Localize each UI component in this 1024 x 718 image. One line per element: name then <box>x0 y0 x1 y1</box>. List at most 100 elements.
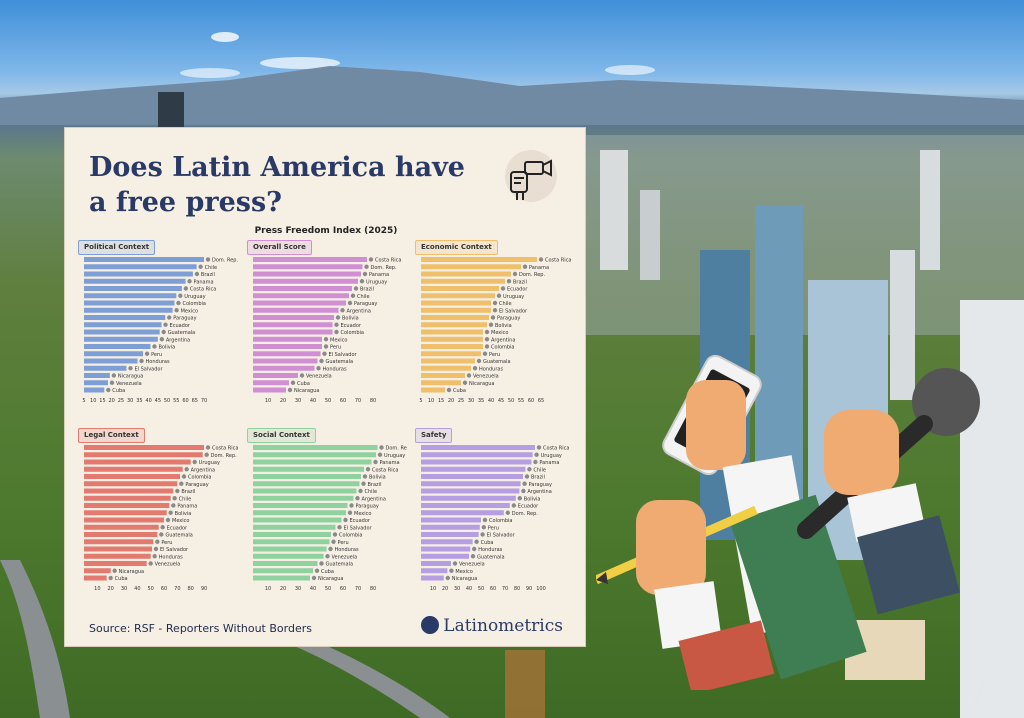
bar <box>421 373 465 378</box>
country-flag-icon <box>111 373 117 378</box>
bar <box>421 524 480 530</box>
x-tick-label: 25 <box>118 398 124 404</box>
bar <box>421 336 483 342</box>
bar-label: Argentina <box>347 308 371 314</box>
country-flag-icon <box>106 387 111 393</box>
bar-label: Chile <box>205 265 218 271</box>
country-flag-icon <box>492 308 498 313</box>
country-flag-icon <box>524 474 530 479</box>
bar <box>84 561 147 566</box>
x-tick-label: 40 <box>310 398 316 404</box>
bar-label: Peru <box>489 352 500 358</box>
x-tick-label: 60 <box>340 398 346 404</box>
chart-legal-context: Costa Rica Dom. Rep. Uruguay Argentina Colom… <box>78 428 238 604</box>
x-tick-label: 30 <box>454 586 460 592</box>
bar-label: Colombia <box>188 475 212 481</box>
x-tick-label: 10 <box>90 398 96 404</box>
bar-label: El Salvador <box>344 525 373 531</box>
bar-label: Brazil <box>201 272 215 278</box>
country-flag-icon <box>480 532 485 537</box>
bar-label: Dom. Rep. <box>386 446 408 452</box>
bar <box>421 452 533 458</box>
x-tick-label: 60 <box>490 586 496 592</box>
bar <box>421 278 505 284</box>
bar-label: Brazil <box>360 287 374 293</box>
country-flag-icon <box>340 308 345 313</box>
country-flag-icon <box>466 373 472 378</box>
bar <box>84 286 182 291</box>
country-flag-icon <box>176 300 181 306</box>
bar-label: Argentina <box>166 337 190 343</box>
bar-label: Dom. Rep. <box>211 453 237 459</box>
x-tick-label: 55 <box>518 398 524 404</box>
x-tick-label: 50 <box>325 586 331 592</box>
bar <box>84 380 108 386</box>
bar <box>253 380 289 386</box>
x-tick-label: 15 <box>99 398 105 404</box>
bar <box>253 271 361 277</box>
bar-label: Bolivia <box>175 511 192 517</box>
country-flag-icon <box>492 300 498 306</box>
x-tick-label: 20 <box>280 398 286 404</box>
bar <box>421 351 481 357</box>
bar-label: El Salvador <box>499 308 528 314</box>
x-tick-label: 30 <box>295 398 301 404</box>
x-tick-label: 70 <box>174 586 180 592</box>
bar-label: Cuba <box>112 388 125 394</box>
bar-label: Dom. Rep. <box>371 265 397 271</box>
infographic-title: Does Latin America have a free press? <box>89 152 465 218</box>
x-tick-label: 20 <box>109 398 115 404</box>
country-flag-icon <box>167 315 172 320</box>
country-flag-icon <box>335 315 341 320</box>
bar <box>84 307 173 313</box>
bar <box>421 322 487 328</box>
bar <box>84 329 160 335</box>
bar <box>253 517 342 523</box>
country-flag-icon <box>198 264 203 269</box>
bar <box>253 503 348 508</box>
chart-title: Economic Context <box>415 240 498 255</box>
country-flag-icon <box>517 496 522 501</box>
country-flag-icon <box>334 322 339 327</box>
bar <box>253 466 364 472</box>
bar <box>421 315 489 320</box>
bar <box>84 495 171 501</box>
bar <box>84 351 144 357</box>
country-flag-icon <box>152 344 157 349</box>
country-flag-icon <box>331 539 336 544</box>
country-flag-icon <box>355 496 360 501</box>
bar <box>421 286 499 291</box>
country-flag-icon <box>484 344 490 349</box>
bar-label: Brazil <box>513 279 527 285</box>
bar-label: Honduras <box>335 547 359 553</box>
country-flag-icon <box>500 286 506 291</box>
country-flag-icon <box>139 358 144 364</box>
bar <box>253 365 315 371</box>
country-flag-icon <box>287 387 293 393</box>
bar-label: Dom. Rep. <box>512 511 538 517</box>
x-tick-label: 30 <box>295 586 301 592</box>
bar <box>421 257 537 262</box>
bar <box>84 373 110 378</box>
bar <box>253 329 333 335</box>
x-tick-label: 20 <box>107 586 113 592</box>
country-flag-icon <box>474 539 479 544</box>
country-flag-icon <box>538 257 544 262</box>
bar <box>84 466 183 472</box>
bar <box>253 315 334 320</box>
country-flag-icon <box>496 293 502 298</box>
bar-label: Ecuador <box>518 504 539 510</box>
x-tick-label: 50 <box>325 398 331 404</box>
bar-label: Chile <box>533 467 546 473</box>
bar <box>421 481 521 487</box>
bar <box>421 488 520 494</box>
country-flag-icon <box>112 568 117 573</box>
bar <box>253 495 354 501</box>
bar <box>84 300 175 306</box>
bar-label: Dom. Rep. <box>212 258 238 264</box>
chart-economic-context: Costa Rica Panama Dom. Rep. Brazil Ecuador Ur… <box>415 240 575 416</box>
country-flag-icon <box>163 322 168 327</box>
bar <box>253 307 339 313</box>
x-tick-label: 30 <box>127 398 133 404</box>
